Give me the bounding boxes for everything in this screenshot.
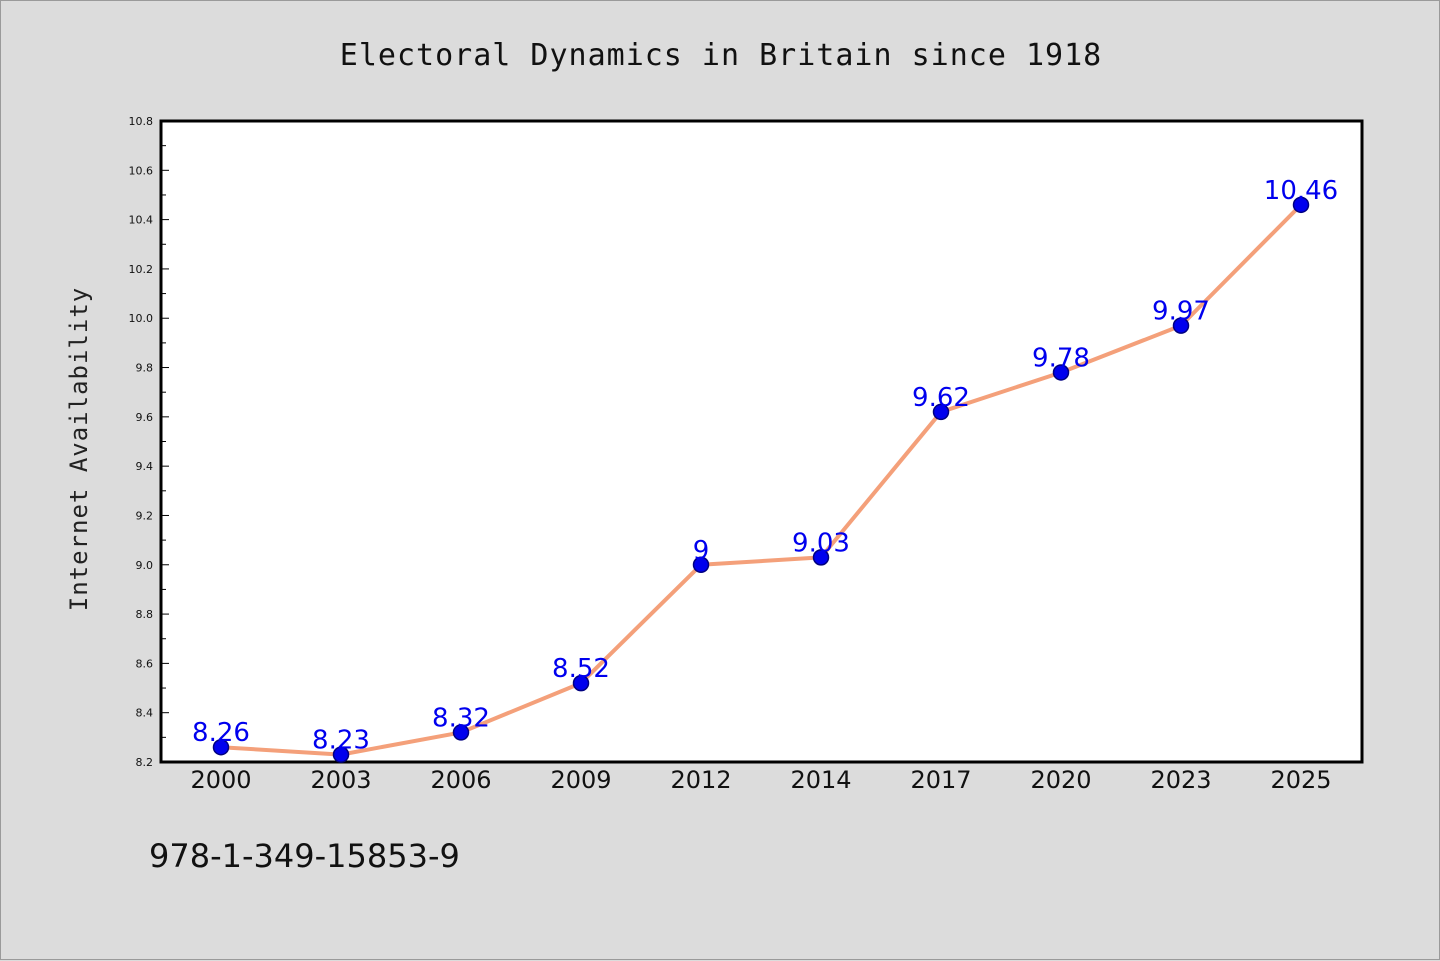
x-tick-label: 2023 (1150, 766, 1211, 794)
data-point (212, 738, 230, 756)
data-point (812, 549, 830, 566)
data-point (1292, 196, 1310, 214)
data-point (1172, 317, 1190, 334)
x-axis: 2000 2003 2006 2009 2012 2014 2017 2020 2023 2025 (190, 766, 1331, 794)
x-tick-label: 2020 (1030, 766, 1091, 794)
y-tick-label: 10.6 (129, 164, 154, 177)
data-label: 9.03 (792, 528, 850, 558)
y-tick-label: 8.4 (136, 707, 154, 720)
footer-isbn: 978-1-349-15853-9 (149, 837, 460, 875)
x-tick-label: 2003 (310, 766, 371, 794)
data-labels: 8.26 8.23 8.32 8.52 9 9.03 9.62 9.78 9.97 10.46 (192, 176, 1338, 756)
y-tick-label: 8.6 (136, 657, 154, 670)
y-tick-label: 9.4 (136, 460, 154, 473)
y-tick-label: 8.2 (136, 756, 154, 769)
series-line (220, 203, 1303, 757)
y-tick-label: 9.6 (136, 411, 154, 424)
plot-area (159, 119, 1364, 764)
y-tick-label: 10.4 (129, 214, 154, 227)
y-tick-label: 10.8 (129, 115, 154, 128)
y-tick-label: 9.0 (136, 559, 154, 572)
y-tick-label: 10.0 (129, 312, 154, 325)
x-tick-label: 2025 (1270, 766, 1331, 794)
data-label: 8.52 (552, 654, 610, 684)
x-tick-label: 2012 (670, 766, 731, 794)
data-point (932, 403, 950, 421)
y-axis-label: Internet Availability (65, 287, 93, 611)
x-tick-label: 2006 (430, 766, 491, 794)
data-label: 9.97 (1152, 297, 1210, 327)
x-tick-label: 2014 (790, 766, 851, 794)
data-point (332, 746, 350, 763)
data-label: 8.23 (312, 726, 370, 756)
y-tick-label: 9.8 (136, 362, 154, 375)
data-label: 9.78 (1032, 343, 1090, 373)
x-tick-label: 2017 (910, 766, 971, 794)
data-point (572, 674, 590, 692)
data-label: 8.26 (192, 718, 250, 748)
y-tick-label: 9.2 (136, 509, 154, 522)
data-label: 9 (693, 536, 710, 566)
y-axis: 8.2 8.4 8.6 8.8 9.0 9.2 9.4 9.6 9.8 10.0 10.2 10.4 1… (129, 115, 169, 769)
data-point (692, 556, 710, 574)
x-tick-label: 2009 (550, 766, 611, 794)
y-tick-label: 10.2 (129, 263, 154, 276)
y-tick-label: 8.8 (136, 608, 154, 621)
x-tick-label: 2000 (190, 766, 251, 794)
data-label: 8.32 (432, 703, 490, 733)
chart-title: Electoral Dynamics in Britain since 1918 (340, 38, 1102, 73)
data-point (1052, 364, 1070, 381)
data-label: 10.46 (1264, 176, 1338, 206)
data-label: 9.62 (912, 383, 970, 413)
data-markers (212, 196, 1310, 763)
data-point (452, 724, 470, 741)
